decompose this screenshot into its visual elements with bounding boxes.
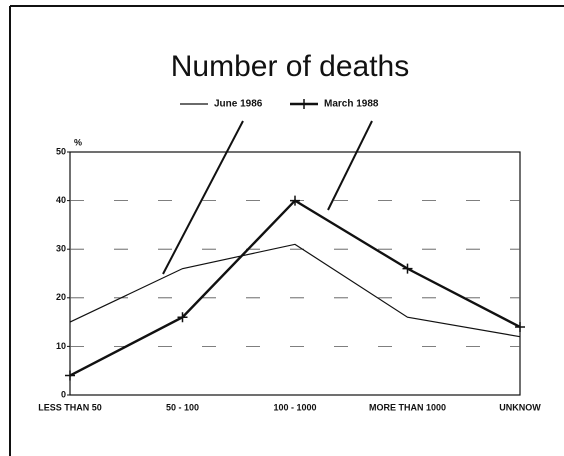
legend-label: March 1988 (324, 99, 379, 110)
point-marker (402, 263, 413, 274)
x-tick-label: MORE THAN 1000 (369, 402, 446, 412)
y-tick-label: 0 (61, 389, 66, 399)
pointer-line (327, 120, 373, 211)
chart-title: Number of deaths (171, 50, 409, 83)
point-marker (515, 321, 525, 332)
legend-label: June 1986 (214, 99, 263, 110)
y-axis-label: % (74, 137, 82, 147)
x-tick-label: 100 - 1000 (273, 402, 316, 412)
y-tick-label: 50 (56, 146, 66, 156)
point-marker (177, 312, 188, 323)
pointer-line (162, 120, 244, 275)
point-marker (65, 370, 75, 381)
y-tick-label: 20 (56, 292, 66, 302)
y-tick-label: 40 (56, 195, 66, 205)
series-line (69, 199, 521, 377)
y-tick-label: 30 (56, 244, 66, 254)
plot-frame (69, 151, 521, 396)
x-tick-label: UNKNOW (499, 402, 541, 412)
point-marker (290, 195, 300, 206)
x-tick-label: 50 - 100 (166, 402, 199, 412)
x-tick-label: LESS THAN 50 (38, 402, 102, 412)
series-line (69, 243, 521, 338)
y-tick-label: 10 (56, 341, 66, 351)
